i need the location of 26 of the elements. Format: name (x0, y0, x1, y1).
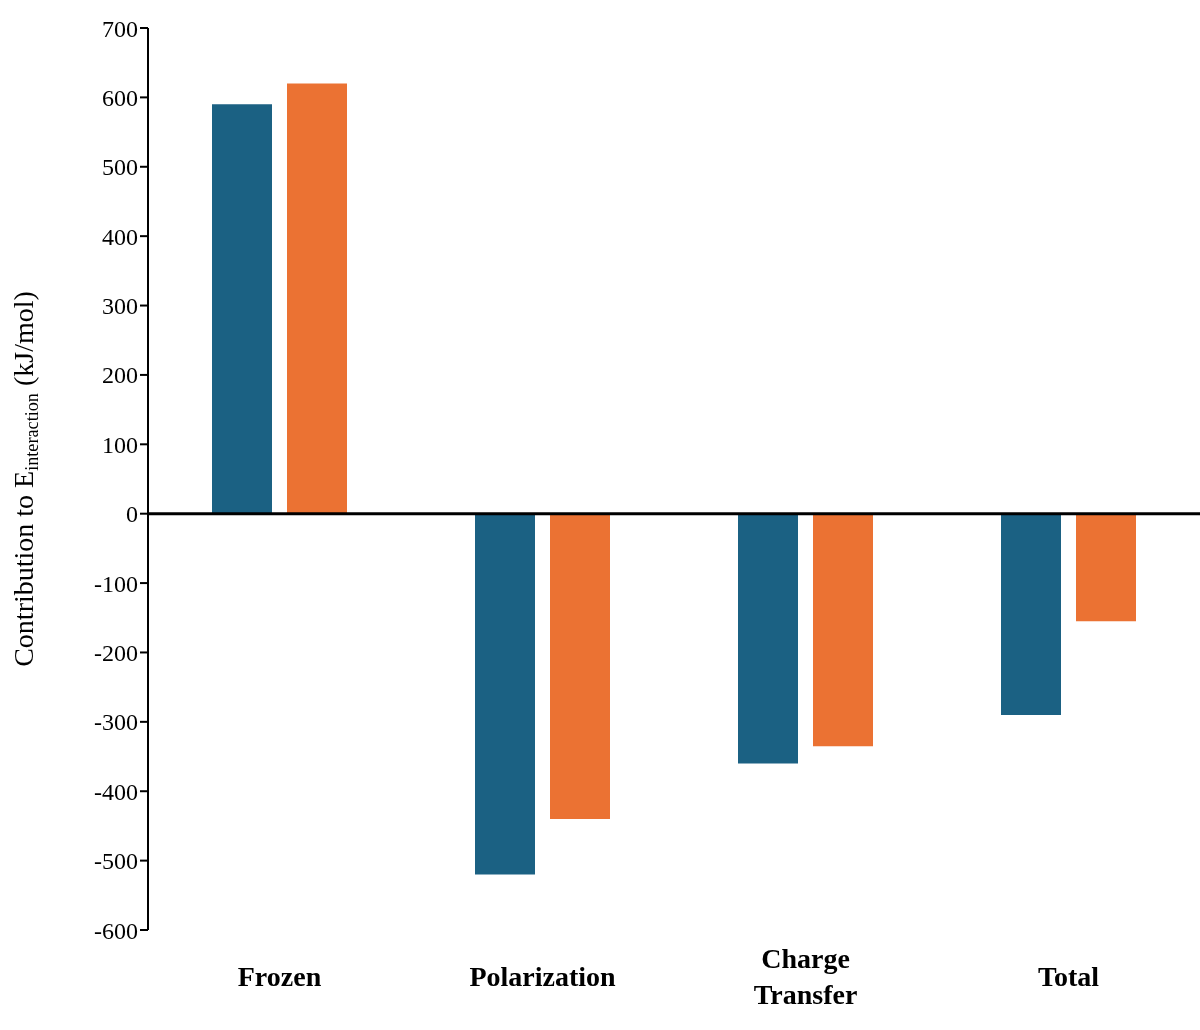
bar (212, 104, 272, 514)
y-tick-label: 100 (102, 431, 138, 458)
y-tick-label: 300 (102, 293, 138, 320)
x-tick-label: Frozen (237, 961, 322, 992)
y-tick-label: 500 (102, 154, 138, 181)
bar (287, 83, 347, 514)
y-tick-label: -200 (94, 639, 138, 666)
bar (475, 513, 535, 875)
bar (738, 513, 798, 764)
y-tick-label: 0 (126, 501, 138, 528)
y-tick-label: -100 (94, 570, 138, 597)
bar (813, 513, 873, 747)
y-tick-label: 600 (102, 84, 138, 111)
x-tick-label: Polarization (469, 961, 617, 992)
x-tick-label: Charge Transfer (753, 943, 858, 1010)
y-tick-label: -400 (94, 778, 138, 805)
bar (1076, 513, 1136, 622)
y-tick-label: -600 (94, 917, 138, 944)
y-tick-label: 200 (102, 362, 138, 389)
x-tick-label: Total (1037, 961, 1100, 992)
y-tick-label: 400 (102, 223, 138, 250)
y-tick-label: -500 (94, 848, 138, 875)
y-tick-label: -300 (94, 709, 138, 736)
bar (550, 513, 610, 819)
bar (1001, 513, 1061, 715)
y-tick-label: 700 (102, 15, 138, 42)
